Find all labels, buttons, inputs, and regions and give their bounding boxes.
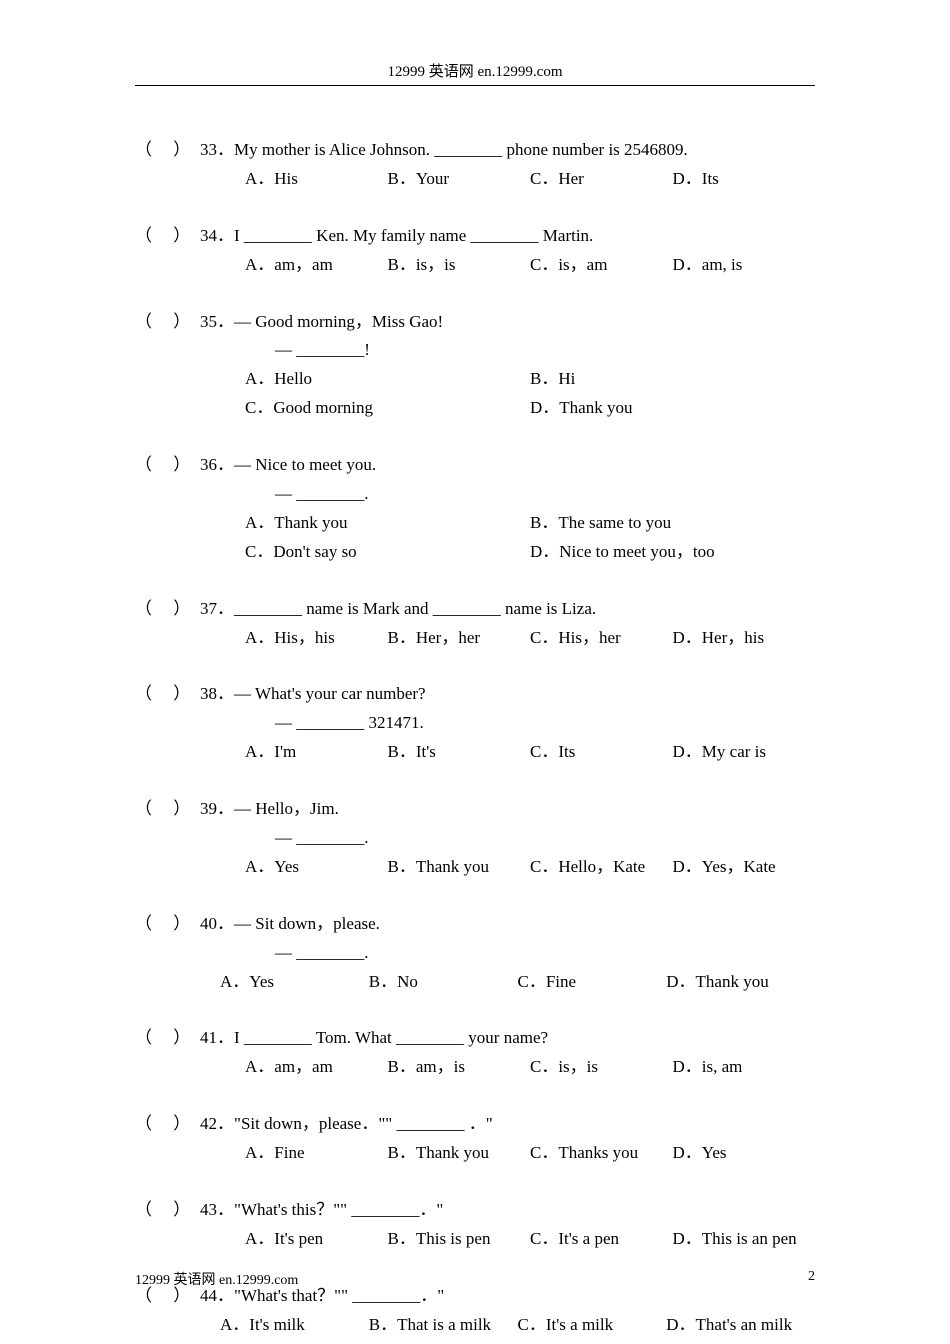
- opt-d: D．Her，his: [673, 624, 816, 653]
- opt-c: C．Its: [530, 738, 673, 767]
- opt-c: C．It's a pen: [530, 1225, 673, 1254]
- opt-d: D．Nice to meet you，too: [530, 538, 815, 567]
- dash-line: — ________ 321471.: [135, 709, 815, 738]
- opt-d: D．Thank you: [666, 968, 815, 997]
- opt-d: D．Thank you: [530, 394, 815, 423]
- opt-c: C．Good morning: [245, 394, 530, 423]
- dash-line: — ________!: [135, 336, 815, 365]
- footer: 12999 英语网 en.12999.com 2: [135, 1269, 815, 1289]
- paren: （ ）: [135, 136, 200, 165]
- footer-page: 2: [808, 1269, 815, 1289]
- paren: （ ）: [135, 222, 200, 251]
- opt-c: C．Hello，Kate: [530, 853, 673, 882]
- opt-b: B．am，is: [388, 1053, 531, 1082]
- footer-left: 12999 英语网 en.12999.com: [135, 1269, 298, 1289]
- opt-d: D．am, is: [673, 251, 816, 280]
- opt-d: D．That's an milk: [666, 1311, 815, 1340]
- opt-c: C．Fine: [518, 968, 667, 997]
- opt-c: C．is，am: [530, 251, 673, 280]
- paren: （ ）: [135, 680, 200, 709]
- paren: （ ）: [135, 1110, 200, 1139]
- opt-d: D．Yes: [673, 1139, 816, 1168]
- question-37: （ ） 37．________ name is Mark and _______…: [135, 595, 815, 653]
- opt-b: B．Thank you: [388, 853, 531, 882]
- opt-c: C．His，her: [530, 624, 673, 653]
- opt-c: C．Don't say so: [245, 538, 530, 567]
- q-text: 41．I ________ Tom. What ________ your na…: [200, 1024, 815, 1053]
- opt-d: D．Its: [673, 165, 816, 194]
- opt-a: A．Yes: [220, 968, 369, 997]
- paren: （ ）: [135, 1024, 200, 1053]
- content-area: （ ） 33．My mother is Alice Johnson. _____…: [0, 86, 950, 1340]
- question-34: （ ） 34．I ________ Ken. My family name __…: [135, 222, 815, 280]
- opt-a: A．Fine: [245, 1139, 388, 1168]
- q-text: 33．My mother is Alice Johnson. ________ …: [200, 136, 815, 165]
- question-43: （ ） 43．"What's this？"" ________．" A．It's…: [135, 1196, 815, 1254]
- opt-b: B．This is pen: [388, 1225, 531, 1254]
- opt-b: B．It's: [388, 738, 531, 767]
- question-35: （ ） 35．— Good morning，Miss Gao! — ______…: [135, 308, 815, 424]
- q-text: 34．I ________ Ken. My family name ______…: [200, 222, 815, 251]
- opt-c: C．Her: [530, 165, 673, 194]
- opt-b: B．No: [369, 968, 518, 997]
- opt-b: B．Your: [388, 165, 531, 194]
- question-41: （ ） 41．I ________ Tom. What ________ you…: [135, 1024, 815, 1082]
- q-text: 42．"Sit down，please．"" ________ ．": [200, 1110, 815, 1139]
- opt-b: B．Thank you: [388, 1139, 531, 1168]
- opt-d: D．is, am: [673, 1053, 816, 1082]
- paren: （ ）: [135, 451, 200, 480]
- opt-a: A．Hello: [245, 365, 530, 394]
- opt-b: B．is，is: [388, 251, 531, 280]
- q-text: 40．— Sit down，please.: [200, 910, 815, 939]
- question-33: （ ） 33．My mother is Alice Johnson. _____…: [135, 136, 815, 194]
- opt-b: B．Hi: [530, 365, 815, 394]
- question-42: （ ） 42．"Sit down，please．"" ________ ．" A…: [135, 1110, 815, 1168]
- q-text: 38．— What's your car number?: [200, 680, 815, 709]
- opt-a: A．It's pen: [245, 1225, 388, 1254]
- question-44: （ ） 44．"What's that？"" ________．" A．It's…: [135, 1282, 815, 1340]
- opt-b: B．Her，her: [388, 624, 531, 653]
- question-38: （ ） 38．— What's your car number? — _____…: [135, 680, 815, 767]
- opt-d: D．Yes，Kate: [673, 853, 816, 882]
- header-text: 12999 英语网 en.12999.com: [0, 0, 950, 85]
- question-36: （ ） 36．— Nice to meet you. — ________. A…: [135, 451, 815, 567]
- opt-b: B．The same to you: [530, 509, 815, 538]
- opt-c: C．Thanks you: [530, 1139, 673, 1168]
- opt-a: A．Thank you: [245, 509, 530, 538]
- opt-a: A．Yes: [245, 853, 388, 882]
- dash-line: — ________.: [135, 939, 815, 968]
- opt-d: D．This is an pen: [673, 1225, 816, 1254]
- opt-a: A．am，am: [245, 1053, 388, 1082]
- opt-b: B．That is a milk: [369, 1311, 518, 1340]
- opt-a: A．His，his: [245, 624, 388, 653]
- question-39: （ ） 39．— Hello，Jim. — ________. A．Yes B．…: [135, 795, 815, 882]
- paren: （ ）: [135, 1196, 200, 1225]
- opt-c: C．It's a milk: [518, 1311, 667, 1340]
- q-text: 37．________ name is Mark and ________ na…: [200, 595, 815, 624]
- opt-c: C．is，is: [530, 1053, 673, 1082]
- opt-a: A．am，am: [245, 251, 388, 280]
- q-text: 36．— Nice to meet you.: [200, 451, 815, 480]
- paren: （ ）: [135, 910, 200, 939]
- dash-line: — ________.: [135, 824, 815, 853]
- dash-line: — ________.: [135, 480, 815, 509]
- q-text: 43．"What's this？"" ________．": [200, 1196, 815, 1225]
- paren: （ ）: [135, 795, 200, 824]
- q-text: 39．— Hello，Jim.: [200, 795, 815, 824]
- paren: （ ）: [135, 595, 200, 624]
- opt-a: A．It's milk: [220, 1311, 369, 1340]
- opt-d: D．My car is: [673, 738, 816, 767]
- opt-a: A．His: [245, 165, 388, 194]
- q-text: 35．— Good morning，Miss Gao!: [200, 308, 815, 337]
- paren: （ ）: [135, 308, 200, 337]
- question-40: （ ） 40．— Sit down，please. — ________. A．…: [135, 910, 815, 997]
- opt-a: A．I'm: [245, 738, 388, 767]
